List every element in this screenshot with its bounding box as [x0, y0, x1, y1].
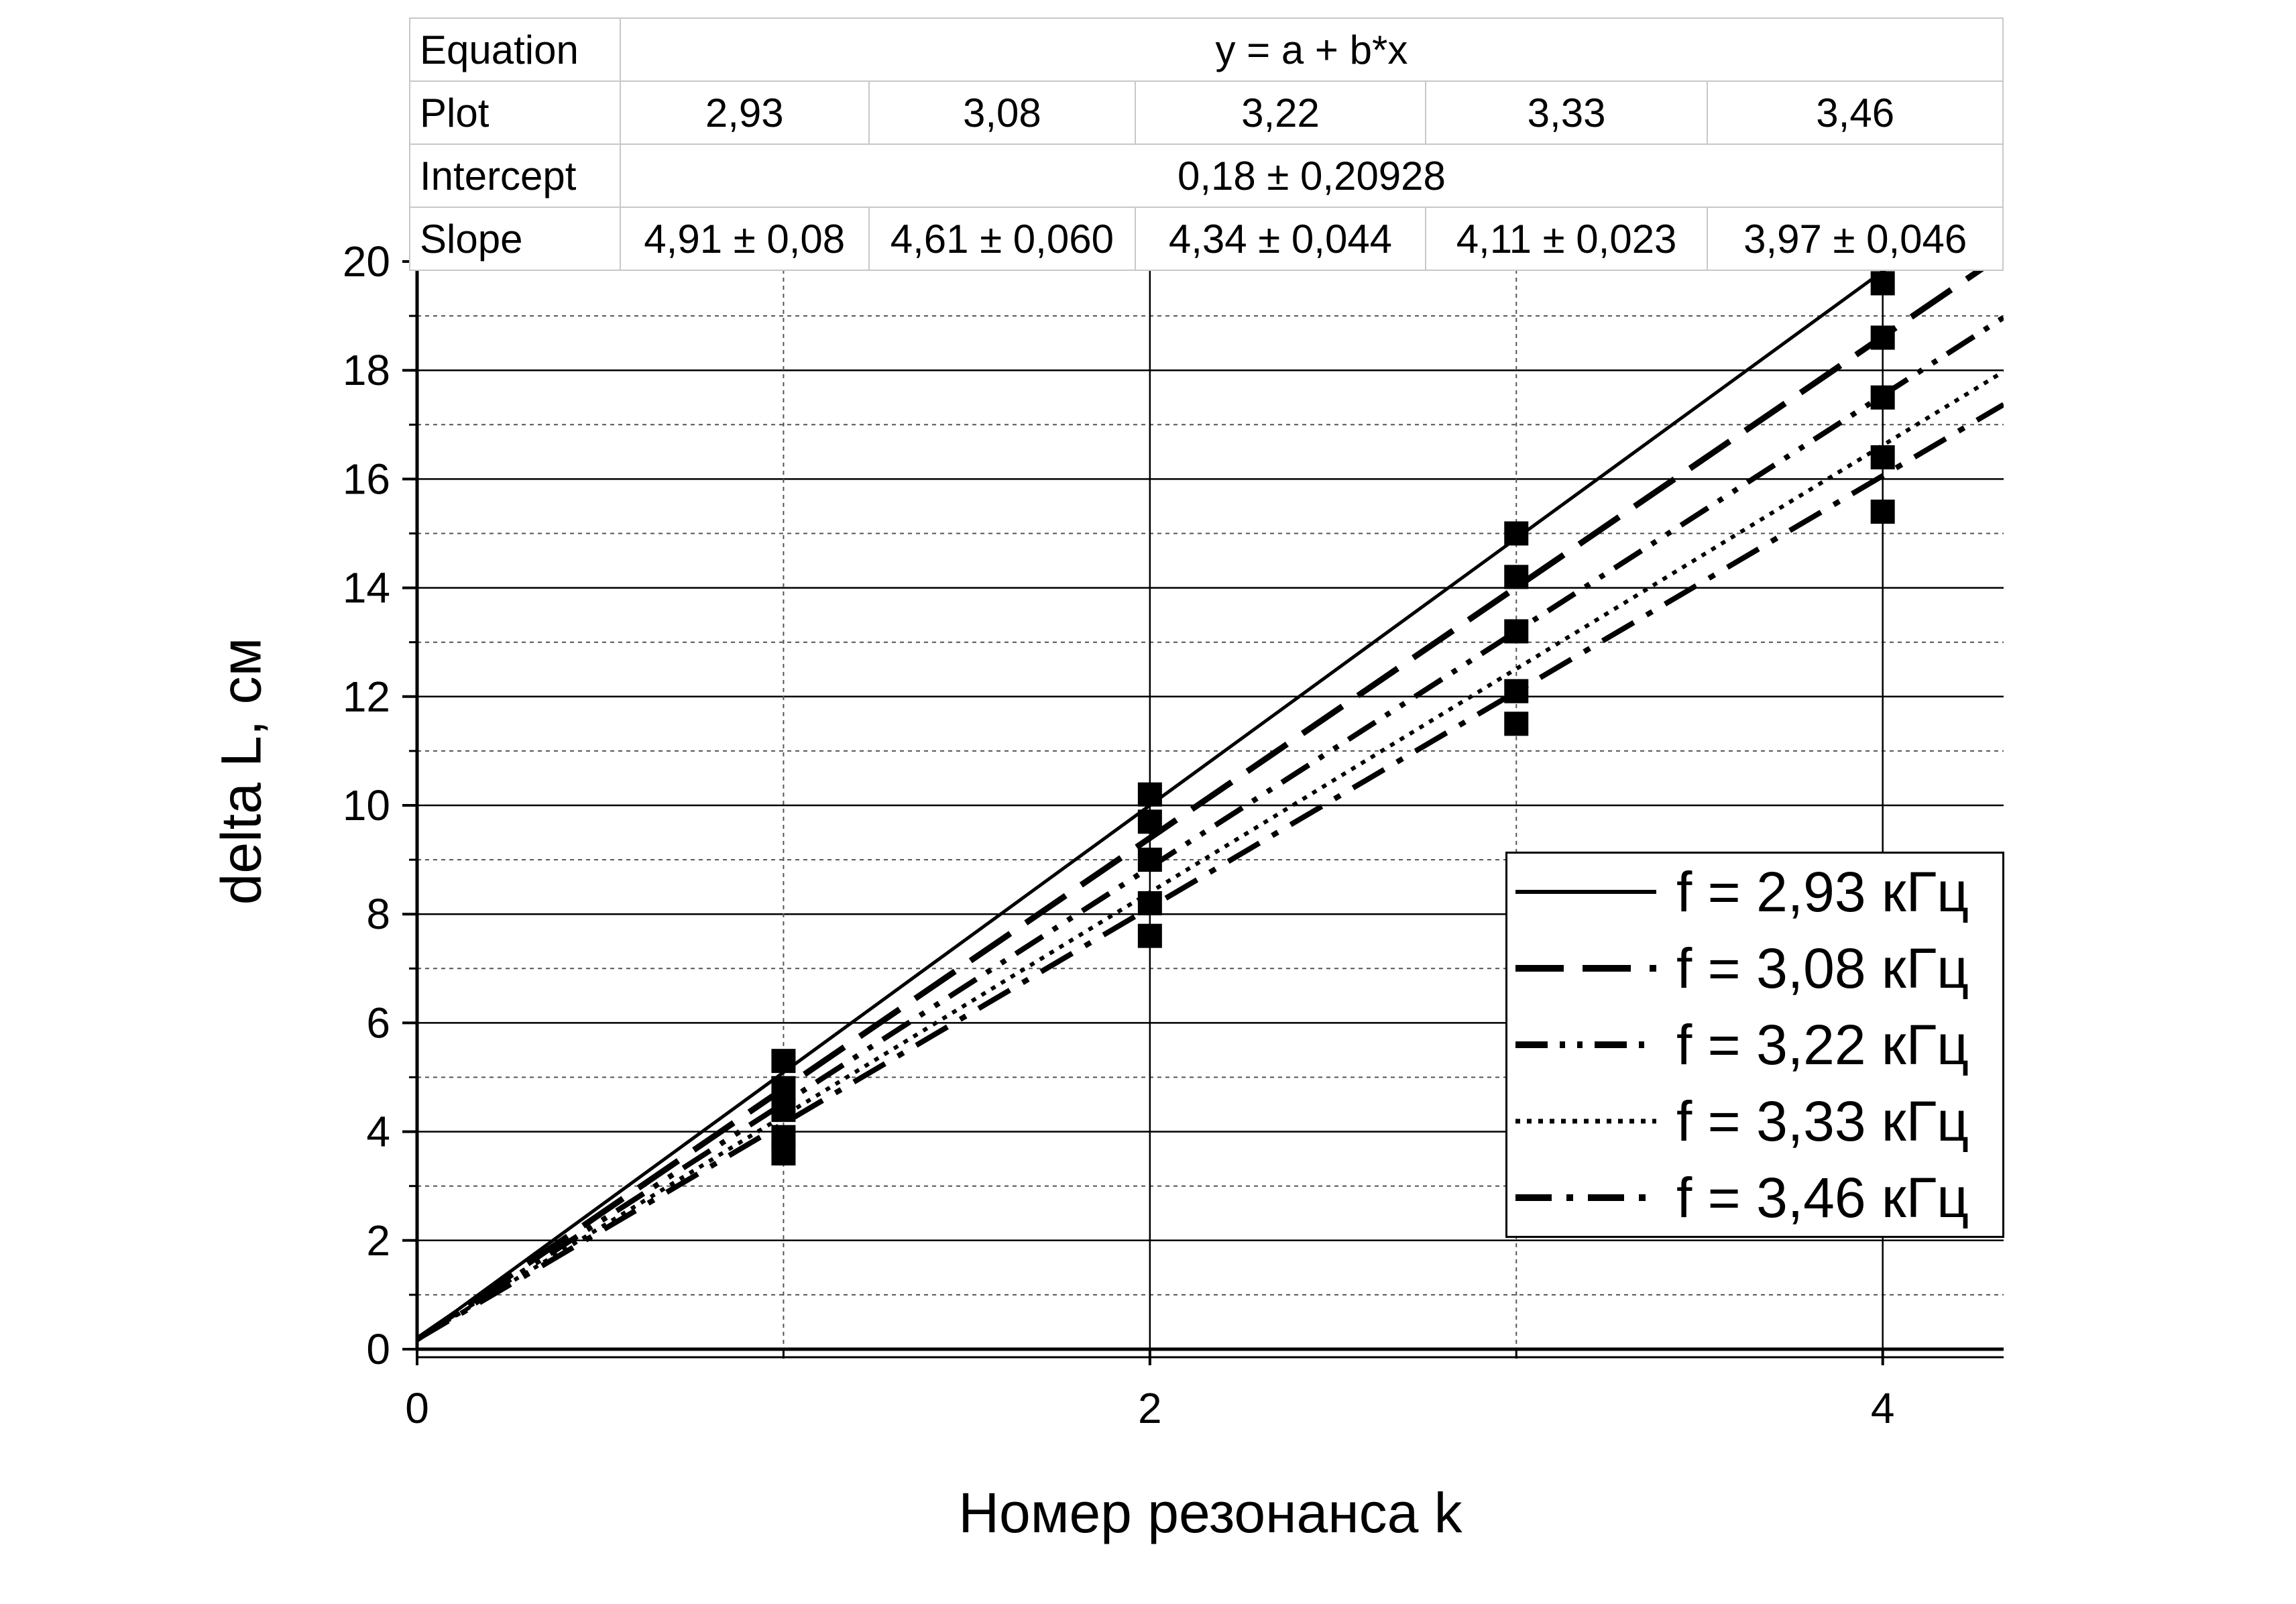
data-point-marker — [1137, 782, 1162, 807]
legend-line-dash-dot-dot — [1515, 1041, 1656, 1048]
x-tick-label: 2 — [1138, 1384, 1162, 1432]
legend-item: f = 3,22 кГц — [1507, 1007, 2002, 1083]
y-axis-title: delta L, см — [209, 637, 273, 905]
slope-value: 4,34 ± 0,044 — [1135, 207, 1426, 271]
plot-value: 3,46 — [1707, 80, 2004, 145]
legend-line-dot — [1515, 1119, 1656, 1124]
data-point-marker — [771, 1141, 796, 1166]
slope-value: 3,97 ± 0,046 — [1707, 207, 2004, 271]
fit-results-table: Equation y = a + b*x Plot 2,93 3,08 3,22… — [409, 17, 2004, 271]
equation-label: Equation — [409, 17, 621, 82]
legend-line-dash — [1515, 965, 1656, 972]
plot-value: 3,22 — [1135, 80, 1426, 145]
fit-line-solid — [417, 241, 1927, 1341]
table-row-equation: Equation y = a + b*x — [409, 17, 2004, 82]
data-point-marker — [1504, 711, 1529, 736]
data-point-marker — [1137, 848, 1162, 872]
slope-value: 4,61 ± 0,060 — [868, 207, 1137, 271]
x-tick-label: 4 — [1871, 1384, 1895, 1432]
intercept-label: Intercept — [409, 144, 621, 208]
data-point-marker — [1504, 679, 1529, 703]
fit-line-dash-dot — [417, 402, 2004, 1342]
data-point-marker — [1504, 619, 1529, 644]
data-point-marker — [1504, 521, 1529, 546]
fit-line-dash — [417, 251, 2004, 1342]
table-row-intercept: Intercept 0,18 ± 0,20928 — [409, 144, 2004, 208]
y-tick-label: 0 — [366, 1325, 390, 1373]
legend-line-dash-dot — [1515, 1194, 1656, 1201]
data-point-marker — [1870, 271, 1895, 296]
legend-item: f = 3,33 кГц — [1507, 1083, 2002, 1159]
legend-label: f = 3,46 кГц — [1676, 1165, 1969, 1229]
series-group — [417, 241, 2004, 1342]
data-point-marker — [1137, 891, 1162, 915]
plot-value: 3,33 — [1424, 80, 1709, 145]
table-row-slope: Slope 4,91 ± 0,08 4,61 ± 0,060 4,34 ± 0,… — [409, 207, 2004, 271]
y-tick-label: 4 — [366, 1108, 390, 1156]
x-tick-label: 0 — [405, 1384, 429, 1432]
slope-value: 4,11 ± 0,023 — [1424, 207, 1709, 271]
data-point-marker — [1870, 325, 1895, 350]
data-point-marker — [1137, 809, 1162, 834]
legend-item: f = 3,08 кГц — [1507, 930, 2002, 1007]
legend-line-solid — [1515, 890, 1656, 894]
slope-label: Slope — [409, 207, 621, 271]
legend-item: f = 2,93 кГц — [1507, 854, 2002, 930]
plot-label: Plot — [409, 80, 621, 145]
data-point-marker — [771, 1098, 796, 1123]
slope-value: 4,91 ± 0,08 — [619, 207, 870, 271]
equation-value: y = a + b*x — [619, 17, 2004, 82]
data-point-marker — [1870, 445, 1895, 469]
y-tick-label: 10 — [343, 781, 390, 829]
y-tick-label: 6 — [366, 998, 390, 1047]
data-point-marker — [1870, 500, 1895, 524]
intercept-value: 0,18 ± 0,20928 — [619, 144, 2004, 208]
legend-label: f = 3,33 кГц — [1676, 1089, 1969, 1153]
y-tick-label: 14 — [343, 564, 390, 612]
y-tick-label: 18 — [343, 346, 390, 394]
legend-item: f = 3,46 кГц — [1507, 1159, 2002, 1236]
legend-label: f = 3,22 кГц — [1676, 1013, 1969, 1076]
fit-line-dot — [417, 369, 2004, 1341]
legend-label: f = 3,08 кГц — [1676, 936, 1969, 1000]
y-tick-label: 2 — [366, 1216, 390, 1265]
plot-value: 3,08 — [868, 80, 1137, 145]
y-tick-label: 20 — [343, 237, 390, 286]
plot-value: 2,93 — [619, 80, 870, 145]
data-point-marker — [1504, 565, 1529, 589]
table-row-plot: Plot 2,93 3,08 3,22 3,33 3,46 — [409, 80, 2004, 145]
data-point-marker — [771, 1076, 796, 1100]
legend-label: f = 2,93 кГц — [1676, 860, 1969, 923]
legend: f = 2,93 кГц f = 3,08 кГц f = 3,22 кГц f… — [1505, 852, 2004, 1238]
y-tick-label: 16 — [343, 455, 390, 503]
data-point-marker — [771, 1049, 796, 1074]
y-tick-label: 12 — [343, 673, 390, 721]
data-point-marker — [1870, 385, 1895, 410]
x-axis-title: Номер резонанса k — [958, 1481, 1462, 1544]
data-point-marker — [1137, 923, 1162, 948]
y-tick-label: 8 — [366, 890, 390, 938]
